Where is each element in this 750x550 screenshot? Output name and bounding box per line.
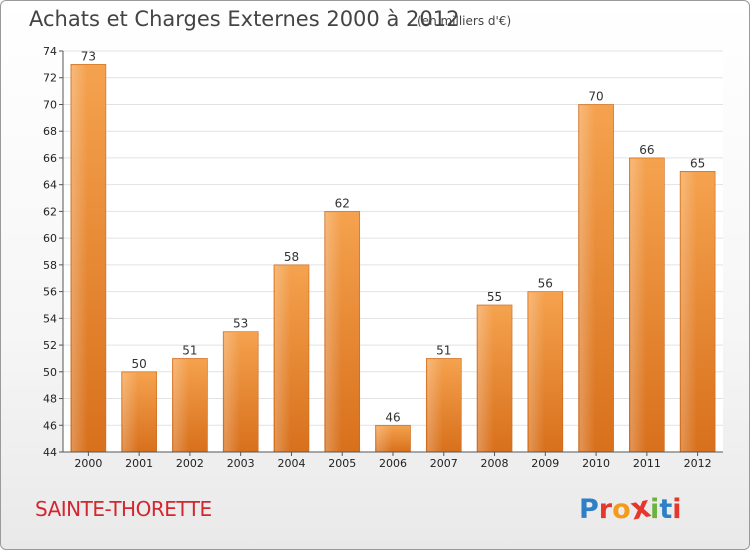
data-label: 58 xyxy=(284,250,299,264)
x-tick-label: 2005 xyxy=(328,457,356,470)
data-label: 73 xyxy=(81,49,96,63)
y-tick-label: 60 xyxy=(43,232,57,245)
x-tick-label: 2007 xyxy=(430,457,458,470)
bar-highlight xyxy=(224,332,240,452)
data-label: 66 xyxy=(639,143,654,157)
plot-area xyxy=(63,51,723,452)
y-tick-label: 58 xyxy=(43,259,57,272)
y-tick-label: 72 xyxy=(43,72,57,85)
data-label: 56 xyxy=(538,277,553,291)
x-tick-label: 2001 xyxy=(125,457,153,470)
bar-highlight xyxy=(325,212,342,452)
x-tick-label: 2002 xyxy=(176,457,204,470)
data-label: 62 xyxy=(335,196,350,210)
x-tick-label: 2004 xyxy=(277,457,305,470)
bar-highlight xyxy=(427,359,444,452)
data-label: 51 xyxy=(436,343,451,357)
chart-title: Achats et Charges Externes 2000 à 2012 xyxy=(29,7,460,31)
bars: 73 50 51 53 58 62 46 51 55 56 70 66 65 xyxy=(70,49,716,453)
bar-highlight xyxy=(173,359,190,452)
x-tick-label: 2012 xyxy=(684,457,712,470)
data-label: 53 xyxy=(233,317,248,331)
bar-highlight xyxy=(528,292,545,452)
location-name: SAINTE-THORETTE xyxy=(35,497,212,521)
x-axis: 2000 2001 2002 2003 2004 2005 2006 2007 2008 2009… xyxy=(63,451,723,470)
y-tick-label: 56 xyxy=(43,286,57,299)
bar-highlight xyxy=(122,372,139,452)
y-axis: 44 46 48 50 52 54 56 58 60 62 64 66 68 70 72 74 xyxy=(43,45,64,459)
bar-highlight xyxy=(478,305,494,452)
data-label: 65 xyxy=(690,156,705,170)
y-tick-label: 66 xyxy=(43,152,57,165)
data-label: 51 xyxy=(182,343,197,357)
y-tick-label: 70 xyxy=(43,98,57,111)
grid-lines xyxy=(63,50,723,453)
y-tick-label: 64 xyxy=(43,179,57,192)
y-tick-label: 50 xyxy=(43,366,57,379)
bar-highlight xyxy=(71,65,88,452)
y-tick-label: 54 xyxy=(43,312,57,325)
logo-letter: i xyxy=(672,494,682,525)
logo-letter: i xyxy=(650,494,660,525)
x-tick-label: 2011 xyxy=(633,457,661,470)
unit-label: (en milliers d'€) xyxy=(417,14,512,28)
y-tick-label: 48 xyxy=(43,393,57,406)
y-tick-label: 44 xyxy=(43,446,57,459)
x-tick-label: 2008 xyxy=(481,457,509,470)
x-tick-label: 2000 xyxy=(74,457,102,470)
y-tick-label: 52 xyxy=(43,339,57,352)
logo-letter: r xyxy=(598,494,613,525)
bar-highlight xyxy=(579,105,596,452)
data-label: 55 xyxy=(487,290,502,304)
x-tick-label: 2006 xyxy=(379,457,407,470)
y-tick-label: 46 xyxy=(43,419,57,432)
data-label: 50 xyxy=(132,357,147,371)
x-tick-label: 2010 xyxy=(582,457,610,470)
logo-letter: P xyxy=(579,494,599,525)
y-tick-label: 68 xyxy=(43,125,57,138)
y-tick-label: 62 xyxy=(43,205,57,218)
y-tick-label: 74 xyxy=(43,45,57,58)
data-label: 46 xyxy=(385,410,400,424)
data-label: 70 xyxy=(588,89,603,103)
logo-letter: o xyxy=(612,494,631,525)
x-tick-label: 2009 xyxy=(531,457,559,470)
proxiti-logo: Proxiti xyxy=(579,489,682,527)
bar-highlight xyxy=(274,265,291,452)
x-tick-label: 2003 xyxy=(227,457,255,470)
bar-highlight xyxy=(630,158,647,452)
bar-highlight xyxy=(681,172,697,453)
logo-letter: t xyxy=(659,494,673,525)
bar-highlight xyxy=(376,426,393,452)
